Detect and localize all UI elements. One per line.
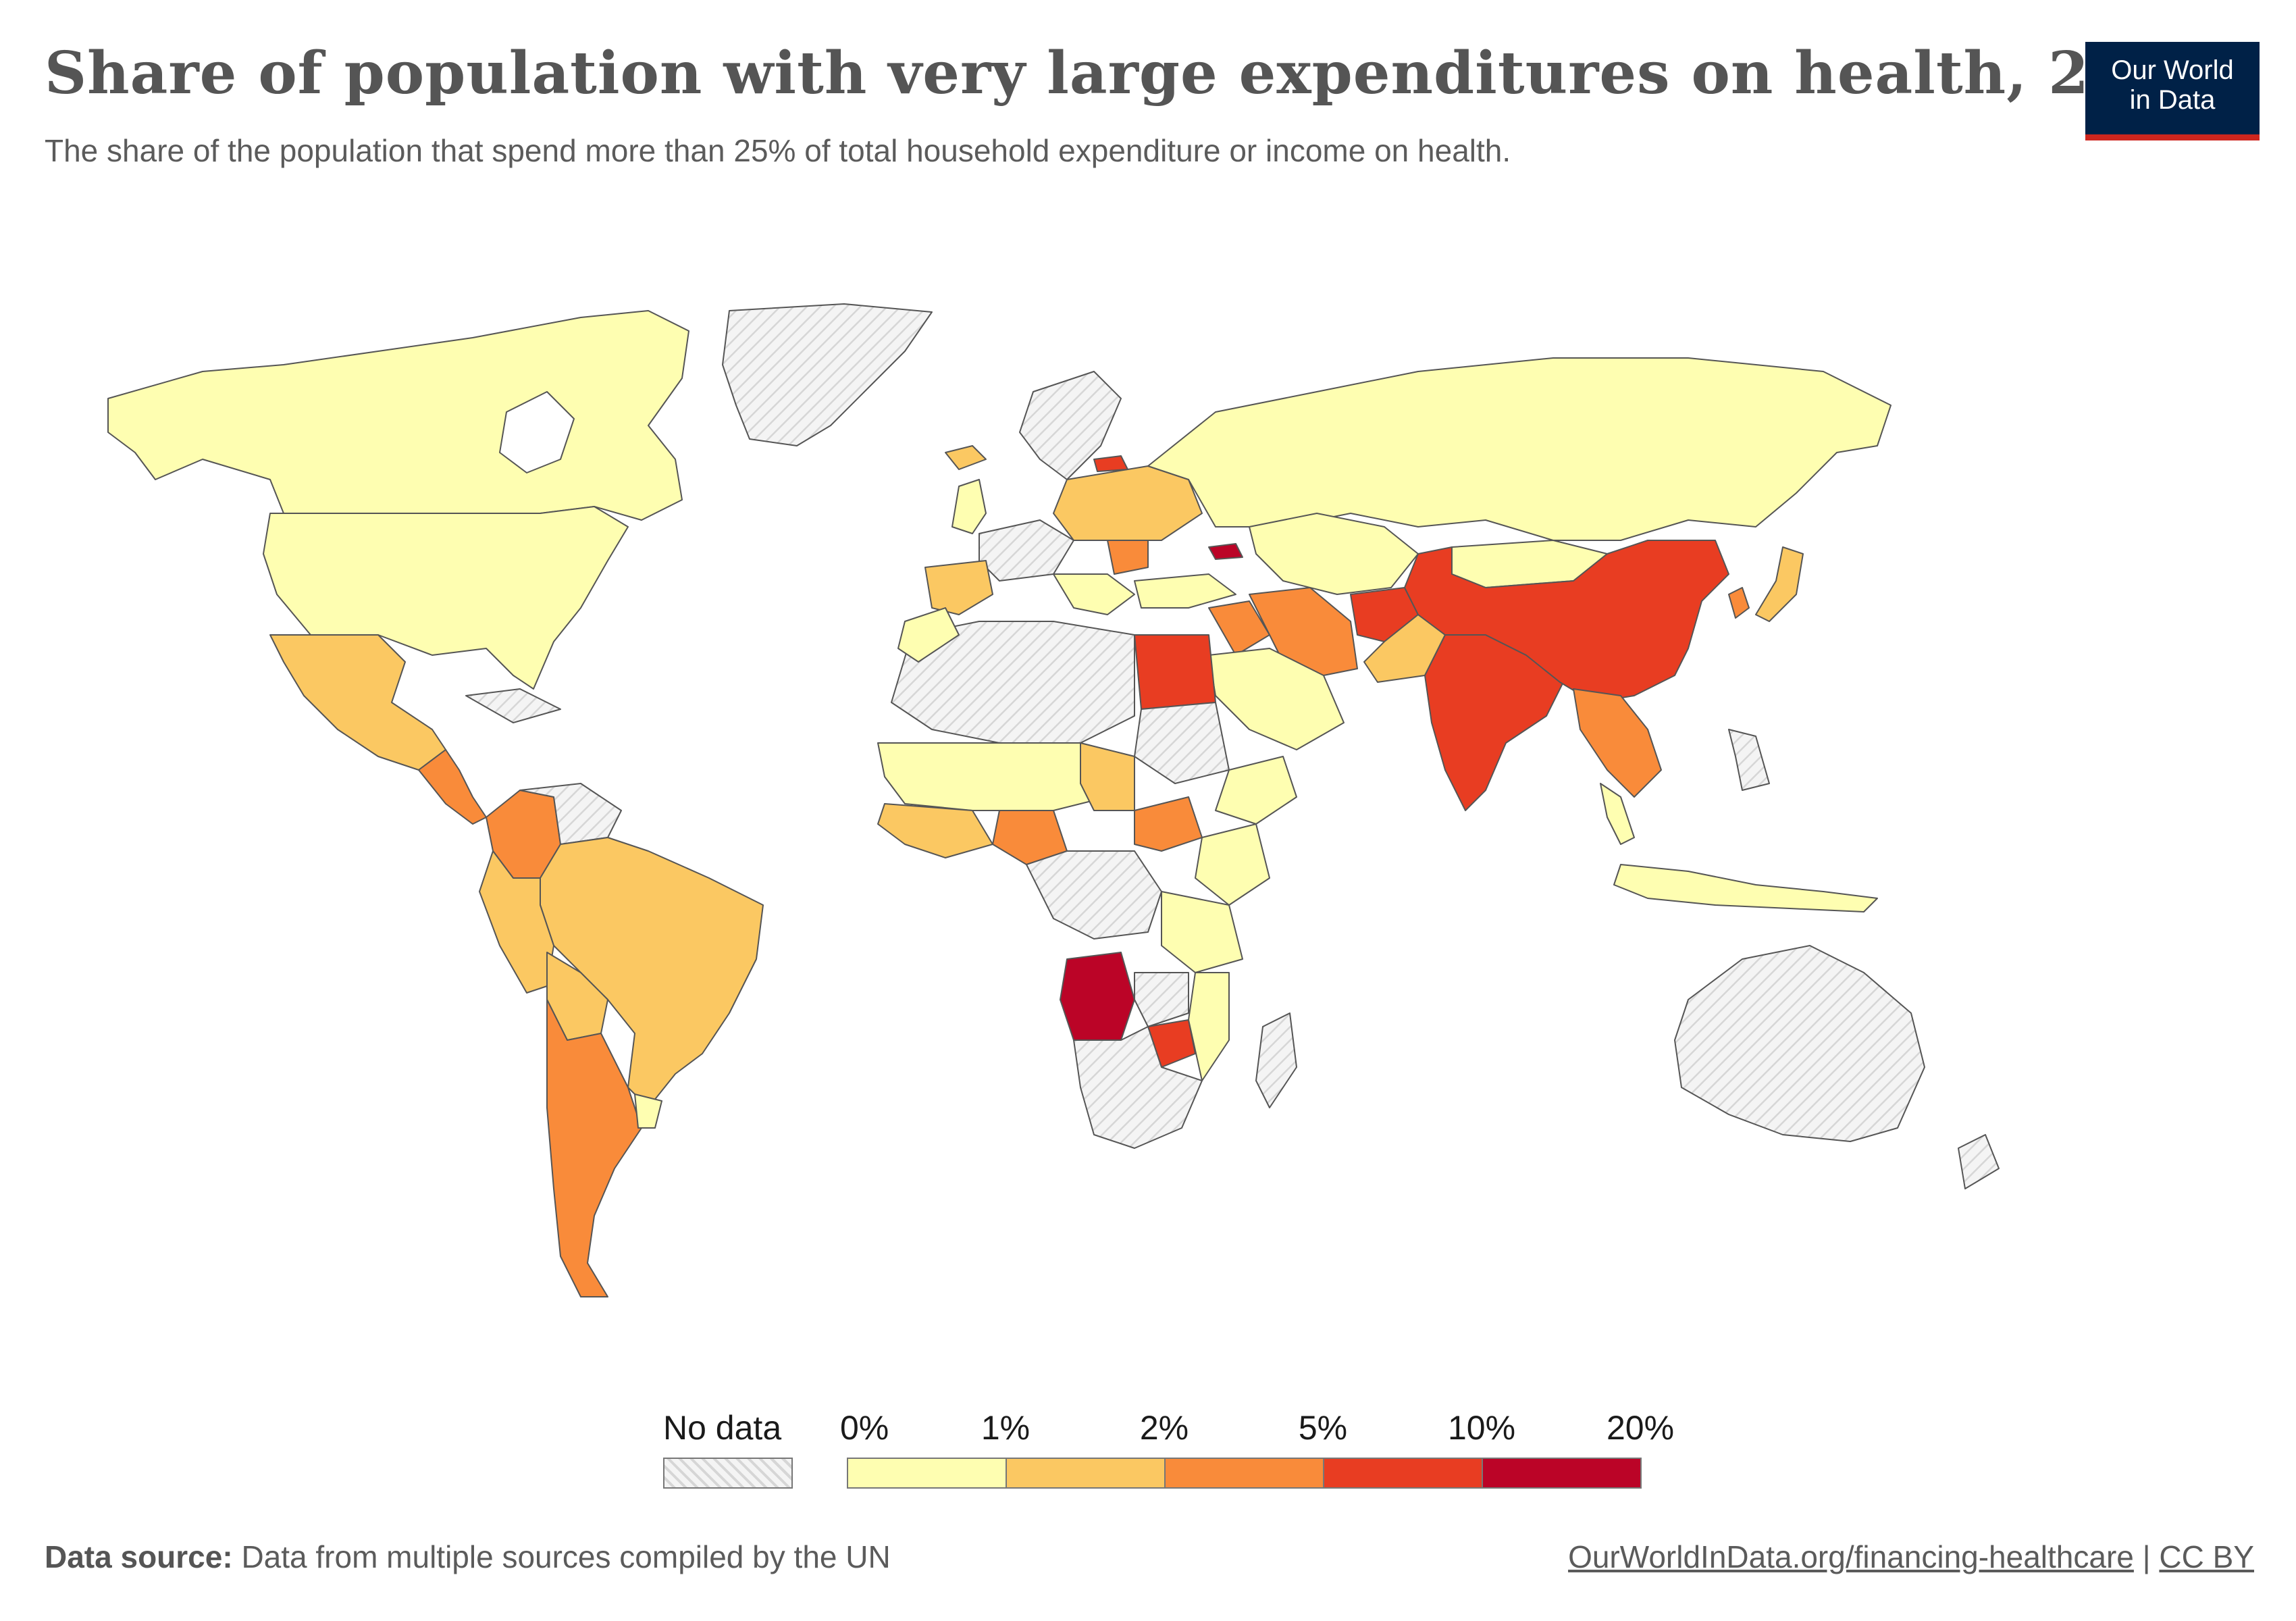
country-georgia[interactable]	[1208, 543, 1243, 560]
country-south-sudan[interactable]	[1134, 796, 1203, 852]
country-tanzania[interactable]	[1161, 891, 1243, 973]
country-spain[interactable]	[924, 560, 993, 615]
owid-logo[interactable]: Our World in Data	[2085, 42, 2260, 140]
country-turkey[interactable]	[1134, 573, 1236, 609]
hudson-bay	[499, 391, 575, 473]
country-uruguay[interactable]	[634, 1093, 662, 1129]
country-angola[interactable]	[1060, 952, 1135, 1041]
logo-line-1: Our World	[2111, 55, 2234, 85]
legend-no-data-label: No data	[663, 1409, 782, 1447]
region-central-america[interactable]	[418, 749, 487, 825]
country-greenland[interactable]	[722, 303, 933, 446]
legend-bin-2[interactable]	[1164, 1458, 1324, 1489]
region-west-africa[interactable]	[877, 803, 993, 858]
legend-tick-label: 2%	[1139, 1409, 1189, 1447]
logo-line-2: in Data	[2129, 85, 2216, 115]
country-philippines[interactable]	[1728, 729, 1770, 791]
legend-no-data-swatch	[663, 1458, 793, 1489]
region-balkans[interactable]	[1053, 573, 1135, 615]
country-iran[interactable]	[1249, 587, 1358, 676]
region-arabia[interactable]	[1208, 648, 1345, 750]
legend-bin-3[interactable]	[1323, 1458, 1483, 1489]
country-argentina[interactable]	[546, 999, 642, 1297]
region-caribbean[interactable]	[465, 688, 561, 723]
footer-source: Data source: Data from multiple sources …	[45, 1539, 891, 1575]
chart-title: Share of population with very large expe…	[45, 39, 2213, 107]
country-australia[interactable]	[1674, 945, 1925, 1142]
source-text: Data from multiple sources compiled by t…	[241, 1539, 891, 1574]
legend-tick-label: 0%	[840, 1409, 889, 1447]
region-north-africa[interactable]	[891, 621, 1135, 744]
country-sudan[interactable]	[1134, 702, 1230, 784]
source-url-link[interactable]: OurWorldInData.org/financing-healthcare	[1568, 1539, 2134, 1574]
country-iceland[interactable]	[945, 445, 987, 470]
region-malaysia[interactable]	[1600, 783, 1635, 845]
region-sahel[interactable]	[877, 742, 1135, 811]
country-japan[interactable]	[1755, 546, 1804, 622]
country-uk[interactable]	[951, 479, 987, 534]
country-kenya[interactable]	[1195, 823, 1270, 906]
region-indochina[interactable]	[1573, 688, 1662, 798]
country-morocco[interactable]	[897, 607, 960, 663]
legend-bin-0[interactable]	[847, 1458, 1007, 1489]
country-indonesia[interactable]	[1613, 864, 1878, 912]
country-romania[interactable]	[1107, 540, 1149, 575]
chart-subtitle: The share of the population that spend m…	[45, 133, 1511, 168]
country-china[interactable]	[1404, 540, 1729, 703]
region-southern-africa[interactable]	[1073, 1026, 1203, 1149]
legend-bin-4[interactable]	[1482, 1458, 1642, 1489]
country-chad[interactable]	[1080, 742, 1135, 811]
country-mexico[interactable]	[269, 634, 446, 771]
source-label: Data source:	[45, 1539, 233, 1574]
country-ethiopia[interactable]	[1215, 756, 1297, 825]
legend-tick-label: 20%	[1606, 1409, 1675, 1447]
legend-tick-label: 10%	[1447, 1409, 1516, 1447]
region-western-europe[interactable]	[979, 519, 1074, 582]
country-zambia[interactable]	[1134, 972, 1189, 1027]
footer-separator: |	[2142, 1539, 2151, 1574]
footer-links: OurWorldInData.org/financing-healthcare …	[1568, 1539, 2254, 1575]
legend-tick-label: 5%	[1298, 1409, 1348, 1447]
region-central-africa[interactable]	[1026, 850, 1162, 940]
legend-bin-1[interactable]	[1006, 1458, 1166, 1489]
country-latvia[interactable]	[1093, 455, 1128, 472]
country-kazakhstan[interactable]	[1249, 513, 1419, 595]
country-egypt[interactable]	[1134, 634, 1216, 710]
country-canada[interactable]	[107, 310, 689, 521]
license-link[interactable]: CC BY	[2159, 1539, 2254, 1574]
world-map	[107, 303, 2000, 1297]
country-mozambique[interactable]	[1188, 972, 1230, 1081]
country-madagascar[interactable]	[1255, 1012, 1297, 1108]
country-south-korea[interactable]	[1728, 587, 1750, 619]
country-usa[interactable]	[263, 506, 629, 690]
region-scandinavia[interactable]	[1019, 371, 1122, 480]
country-new-zealand[interactable]	[1958, 1134, 2000, 1189]
legend-tick-label: 1%	[981, 1409, 1030, 1447]
country-russia[interactable]	[1147, 357, 1891, 541]
